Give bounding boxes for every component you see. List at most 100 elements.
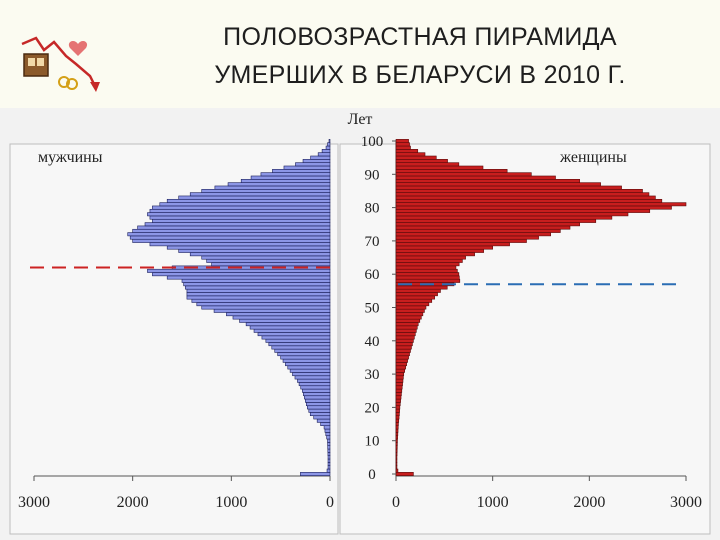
men-bar-age-54 bbox=[186, 292, 331, 297]
women-bar-age-47 bbox=[395, 315, 422, 320]
y-tick-label-0: 0 bbox=[368, 467, 376, 483]
women-bar-age-26 bbox=[395, 385, 403, 390]
men-bar-age-81 bbox=[159, 202, 331, 207]
men-bar-age-48 bbox=[226, 312, 331, 317]
title-line-2: УМЕРШИХ В БЕЛАРУСИ В 2010 Г. bbox=[214, 61, 626, 89]
men-bar-age-93 bbox=[295, 162, 331, 167]
men-bar-age-80 bbox=[152, 205, 331, 210]
women-bar-age-50 bbox=[395, 305, 427, 310]
women-bar-age-61 bbox=[395, 268, 458, 273]
y-axis-title: Лет bbox=[348, 111, 373, 128]
women-bar-age-79 bbox=[395, 208, 651, 213]
men-bar-age-26 bbox=[300, 385, 331, 390]
men-bar-age-60 bbox=[152, 272, 331, 277]
men-bar-age-17 bbox=[313, 415, 331, 420]
men-bar-age-58 bbox=[181, 278, 331, 283]
women-bar-age-52 bbox=[395, 298, 433, 303]
men-bar-age-39 bbox=[268, 342, 331, 347]
men-bar-age-15 bbox=[320, 422, 331, 426]
women-bar-age-1 bbox=[395, 468, 399, 473]
women-bar-age-62 bbox=[395, 265, 457, 270]
men-bar-age-52 bbox=[191, 298, 331, 303]
y-tick-label-100: 100 bbox=[361, 134, 384, 150]
men-x-tick-label-2000: 2000 bbox=[117, 494, 149, 511]
men-bar-age-77 bbox=[149, 215, 331, 220]
men-bar-age-32 bbox=[287, 365, 331, 370]
women-bar-age-2 bbox=[395, 465, 398, 470]
women-bar-age-94 bbox=[395, 159, 448, 163]
women-bar-age-65 bbox=[395, 255, 466, 260]
women-bar-age-16 bbox=[395, 418, 400, 423]
women-bar-age-58 bbox=[395, 278, 461, 283]
men-bar-age-24 bbox=[303, 392, 331, 397]
women-bar-age-69 bbox=[395, 242, 510, 247]
women-bar-age-56 bbox=[395, 285, 448, 290]
men-bar-age-21 bbox=[306, 402, 331, 407]
women-bar-age-93 bbox=[395, 162, 460, 167]
men-bar-age-20 bbox=[307, 405, 331, 410]
women-bar-age-10 bbox=[395, 438, 398, 443]
women-bar-age-60 bbox=[395, 272, 460, 277]
men-bar-age-50 bbox=[201, 305, 331, 310]
men-bar-age-3 bbox=[327, 462, 331, 466]
women-bar-age-82 bbox=[395, 198, 663, 203]
women-bar-age-24 bbox=[395, 392, 402, 397]
men-bar-age-79 bbox=[149, 208, 331, 213]
men-bar-age-6 bbox=[327, 452, 331, 456]
men-bar-age-41 bbox=[261, 335, 331, 340]
women-bar-age-87 bbox=[395, 182, 601, 187]
men-bar-age-98 bbox=[325, 145, 331, 150]
women-bar-age-86 bbox=[395, 185, 622, 190]
men-bar-age-9 bbox=[327, 442, 331, 446]
women-bar-age-18 bbox=[395, 412, 400, 417]
women-bar-age-80 bbox=[395, 205, 672, 210]
women-series-label: женщины bbox=[559, 149, 627, 166]
women-bar-age-44 bbox=[395, 325, 418, 330]
women-bar-age-55 bbox=[395, 288, 441, 293]
women-bar-age-20 bbox=[395, 405, 401, 410]
men-bar-age-85 bbox=[201, 189, 331, 193]
men-bar-age-71 bbox=[129, 235, 331, 240]
men-bar-age-8 bbox=[327, 445, 331, 450]
women-bar-age-76 bbox=[395, 218, 597, 223]
women-bar-age-3 bbox=[395, 462, 398, 466]
women-bar-age-45 bbox=[395, 322, 419, 327]
y-tick-label-90: 90 bbox=[365, 167, 380, 183]
women-bar-age-35 bbox=[395, 355, 409, 360]
men-bar-age-34 bbox=[282, 358, 331, 363]
men-bar-age-1 bbox=[326, 468, 331, 473]
men-bar-age-45 bbox=[245, 322, 331, 327]
y-tick-label-70: 70 bbox=[365, 234, 380, 250]
men-bar-age-84 bbox=[189, 192, 331, 197]
women-bar-age-40 bbox=[395, 338, 414, 343]
women-bar-age-96 bbox=[395, 152, 426, 157]
men-bar-age-31 bbox=[289, 368, 331, 373]
women-bar-age-27 bbox=[395, 382, 403, 387]
men-x-tick-label-0: 0 bbox=[326, 494, 334, 511]
women-bar-age-99 bbox=[395, 142, 410, 147]
women-bar-age-22 bbox=[395, 398, 401, 403]
y-tick-label-80: 80 bbox=[365, 201, 380, 217]
women-bar-age-77 bbox=[395, 215, 613, 220]
women-bar-age-48 bbox=[395, 312, 424, 317]
men-bar-age-25 bbox=[302, 388, 331, 393]
men-bar-age-36 bbox=[277, 352, 331, 357]
women-bar-age-100 bbox=[395, 139, 409, 143]
women-bar-age-29 bbox=[395, 375, 404, 380]
men-bar-age-49 bbox=[213, 308, 331, 313]
women-bar-age-70 bbox=[395, 238, 527, 243]
men-bar-age-70 bbox=[132, 238, 331, 243]
women-x-tick-label-0: 0 bbox=[392, 494, 400, 511]
women-bar-age-49 bbox=[395, 308, 425, 313]
y-tick-label-60: 60 bbox=[365, 267, 380, 283]
women-bar-age-8 bbox=[395, 445, 398, 450]
men-bar-age-19 bbox=[308, 408, 331, 413]
women-x-tick-label-3000: 3000 bbox=[670, 494, 702, 511]
men-bar-age-64 bbox=[206, 258, 331, 263]
women-bar-age-43 bbox=[395, 328, 417, 333]
men-bar-age-96 bbox=[317, 152, 331, 157]
men-bar-age-83 bbox=[178, 195, 331, 200]
women-bar-age-92 bbox=[395, 165, 484, 170]
women-bar-age-21 bbox=[395, 402, 401, 407]
